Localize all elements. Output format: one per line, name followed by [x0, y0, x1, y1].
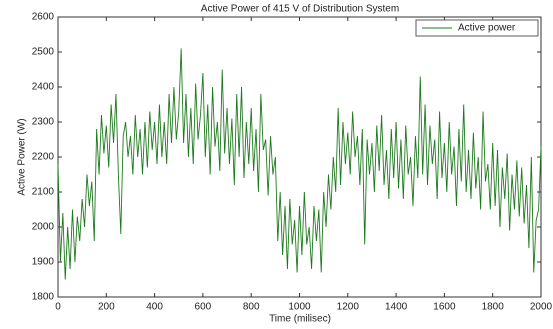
x-tick-label: 800 — [243, 302, 260, 313]
x-tick-label: 1200 — [337, 302, 360, 313]
x-tick-label: 600 — [195, 302, 212, 313]
y-tick-label: 2000 — [32, 222, 55, 233]
x-tick-label: 0 — [55, 302, 61, 313]
x-tick-label: 1000 — [288, 302, 311, 313]
x-tick-label: 200 — [98, 302, 115, 313]
x-tick-label: 400 — [146, 302, 163, 313]
x-tick-label: 2000 — [530, 302, 553, 313]
y-tick-label: 2600 — [32, 12, 55, 23]
legend-box — [415, 19, 539, 37]
y-tick-label: 2500 — [32, 47, 55, 58]
x-axis-label: Time (milisec) — [269, 314, 331, 325]
x-tick-label: 1800 — [482, 302, 505, 313]
y-axis-label: Active Power (W) — [17, 118, 28, 195]
chart-title: Active Power of 415 V of Distribution Sy… — [201, 4, 399, 15]
y-tick-label: 2400 — [32, 82, 55, 93]
legend-label: Active power — [458, 23, 516, 34]
y-tick-label: 2200 — [32, 152, 55, 163]
line-series — [57, 48, 542, 280]
y-tick-label: 1800 — [32, 292, 55, 303]
y-tick-label: 2300 — [32, 117, 55, 128]
x-tick-label: 1600 — [433, 302, 456, 313]
y-tick-label: 1900 — [32, 257, 55, 268]
y-tick-label: 2100 — [32, 187, 55, 198]
x-tick-label: 1400 — [385, 302, 408, 313]
